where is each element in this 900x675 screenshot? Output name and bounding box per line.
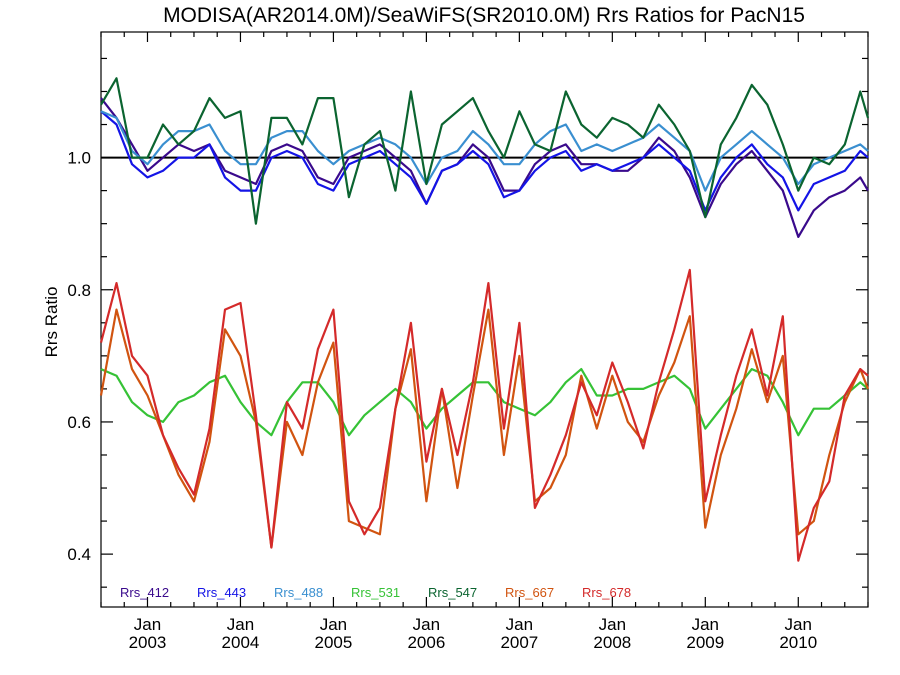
x-tick-label-month: Jan [692,615,719,634]
x-tick-label-month: Jan [785,615,812,634]
chart-title: MODISA(AR2014.0M)/SeaWiFS(SR2010.0M) Rrs… [163,4,805,27]
series-line-rrs-531 [100,368,869,437]
series-line-rrs-412 [100,97,869,238]
series-line-rrs-678 [99,268,869,562]
series-line-rrs-667 [99,308,870,549]
x-tick-label-year: 2009 [686,633,724,652]
x-tick-label-year: 2010 [779,633,817,652]
series-line-rrs-488 [100,110,869,192]
legend-item-rrs-412: Rrs_412 [120,585,169,600]
series-lines [99,77,870,562]
x-tick-label-month: Jan [506,615,533,634]
x-tick-label-year: 2006 [407,633,445,652]
x-tick-label-year: 2007 [500,633,538,652]
x-tick-label-month: Jan [413,615,440,634]
legend-item-rrs-443: Rrs_443 [197,585,246,600]
plot-frame [100,31,869,608]
y-tick-label: 0.6 [67,413,91,432]
y-axis-label: Rrs Ratio [42,287,61,358]
series-line-rrs-547 [100,77,870,225]
x-tick-label-month: Jan [599,615,626,634]
axis-ticks: Jan2003Jan2004Jan2005Jan2006Jan2007Jan20… [67,32,869,652]
x-tick-label-year: 2008 [593,633,631,652]
x-tick-label-year: 2003 [129,633,167,652]
series-line-rrs-443 [100,110,869,212]
legend: Rrs_412 Rrs_443 Rrs_488 Rrs_531 Rrs_547 Rrs_6… [120,585,631,600]
legend-item-rrs-488: Rrs_488 [274,585,323,600]
y-tick-label: 0.8 [67,281,91,300]
legend-item-rrs-531: Rrs_531 [351,585,400,600]
x-tick-label-year: 2005 [315,633,353,652]
legend-item-rrs-547: Rrs_547 [428,585,477,600]
x-tick-label-year: 2004 [222,633,260,652]
legend-item-rrs-678: Rrs_678 [582,585,631,600]
x-tick-label-month: Jan [320,615,347,634]
y-tick-label: 0.4 [67,545,91,564]
legend-item-rrs-667: Rrs_667 [505,585,554,600]
x-tick-label-month: Jan [227,615,254,634]
x-tick-label-month: Jan [134,615,161,634]
y-tick-label: 1.0 [67,149,91,168]
